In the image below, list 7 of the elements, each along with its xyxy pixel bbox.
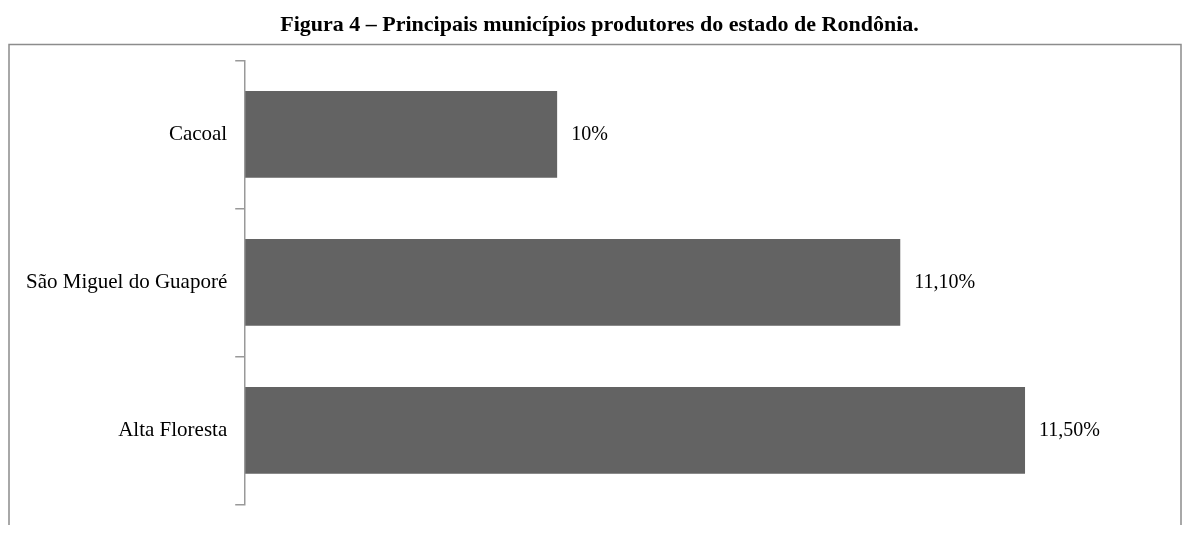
y-tick-label: Alta Floresta xyxy=(118,416,228,441)
chart-title: Figura 4 – Principais municípios produtores do estado de Rondônia. xyxy=(280,10,919,36)
data-label: 11,10% xyxy=(914,269,976,292)
y-tick-label: São Miguel do Guaporé xyxy=(25,268,228,293)
data-label: 11,50% xyxy=(1039,417,1100,440)
y-tick-label: Cacoal xyxy=(168,120,228,145)
data-label: 10% xyxy=(571,121,608,144)
